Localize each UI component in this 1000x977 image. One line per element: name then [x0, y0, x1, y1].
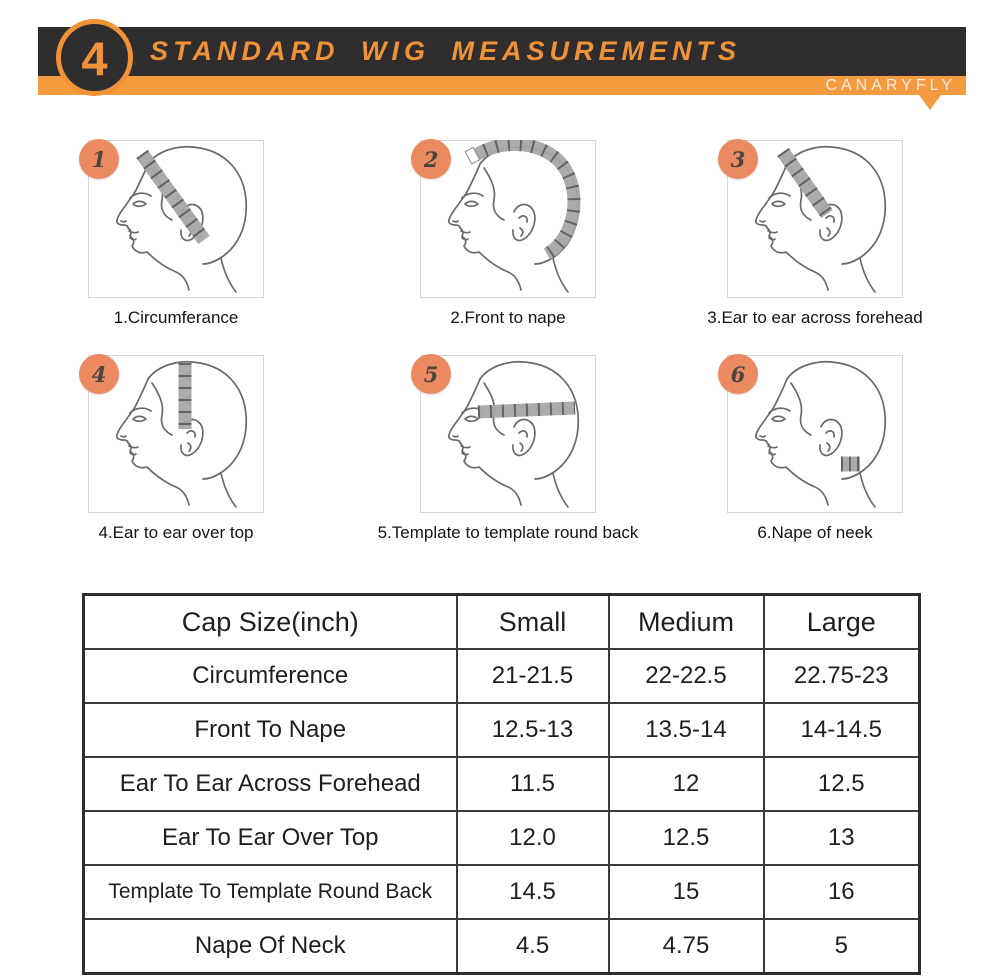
head-diagram-front-to-nape — [447, 140, 581, 293]
figure-caption: 6.Nape of neek — [757, 523, 873, 542]
row-label: Nape Of Neck — [82, 918, 458, 975]
figure-number: 4 — [91, 361, 107, 387]
col-header-small: Small — [455, 593, 610, 650]
cell-value: 5 — [762, 918, 921, 975]
table-row: Nape Of Neck 4.5 4.75 5 — [82, 918, 921, 975]
row-label: Ear To Ear Across Forehead — [82, 756, 458, 812]
cell-value: 22-22.5 — [607, 648, 765, 704]
cell-value: 14-14.5 — [762, 702, 921, 758]
cell-value: 12.0 — [455, 810, 610, 866]
cell-value: 21-21.5 — [455, 648, 610, 704]
size-table: Cap Size(inch) Small Medium Large Circum… — [82, 593, 921, 975]
table-row: Template To Template Round Back 14.5 15 … — [82, 864, 921, 920]
cell-value: 12.5 — [607, 810, 765, 866]
cell-value: 16 — [762, 864, 921, 920]
header-bar — [38, 27, 966, 76]
brand-label: CANARYFLY — [825, 77, 956, 94]
figure-number-badge: 6 — [718, 354, 758, 394]
cell-value: 4.5 — [455, 918, 610, 975]
head-diagram-circumference — [115, 145, 248, 293]
cell-value: 12.5 — [762, 756, 921, 812]
cell-value: 11.5 — [455, 756, 610, 812]
figure-caption: 2.Front to nape — [450, 308, 566, 327]
head-diagram-nape — [754, 360, 887, 508]
row-label: Ear To Ear Over Top — [82, 810, 458, 866]
row-label: Front To Nape — [82, 702, 458, 758]
figure-template-round-back: 5 5.Template to template round back — [378, 354, 638, 542]
figure-ear-to-ear-over-top: 4 4.Ear to ear over top — [79, 354, 264, 542]
figure-number: 5 — [423, 361, 439, 387]
step-number: 4 — [81, 32, 108, 85]
step-number-badge: 4 — [56, 19, 133, 96]
col-header-medium: Medium — [607, 593, 765, 650]
figure-number: 6 — [730, 361, 746, 387]
figure-nape-of-neck: 6 6.Nape of neek — [718, 354, 903, 542]
figure-caption: 5.Template to template round back — [377, 523, 639, 542]
figure-number: 2 — [423, 146, 439, 172]
cell-value: 12 — [607, 756, 765, 812]
table-row: Circumference 21-21.5 22-22.5 22.75-23 — [82, 648, 921, 704]
cell-value: 15 — [607, 864, 765, 920]
figure-circumference: 1 1.Circumferance — [79, 139, 264, 327]
table-row: Ear To Ear Over Top 12.0 12.5 13 — [82, 810, 921, 866]
figure-caption: 4.Ear to ear over top — [98, 523, 254, 542]
table-row: Front To Nape 12.5-13 13.5-14 14-14.5 — [82, 702, 921, 758]
figure-caption: 1.Circumferance — [113, 308, 239, 327]
header-orange-strip — [38, 76, 966, 95]
cell-value: 22.75-23 — [762, 648, 921, 704]
brand-pointer-icon — [919, 95, 941, 110]
figure-ear-to-ear-across-forehead: 3 3.Ear to ear across forehead — [707, 139, 923, 327]
cell-value: 13 — [762, 810, 921, 866]
cell-value: 4.75 — [607, 918, 765, 975]
head-diagram-template-round-back — [447, 360, 580, 508]
head-diagram-ear-to-ear-top — [115, 360, 248, 508]
table-header-row: Cap Size(inch) Small Medium Large — [82, 593, 921, 650]
col-header-cap-size: Cap Size(inch) — [82, 593, 458, 650]
figure-number-badge: 5 — [411, 354, 451, 394]
row-label: Template To Template Round Back — [82, 864, 458, 920]
head-diagram-ear-to-ear-forehead — [754, 145, 887, 293]
cell-value: 13.5-14 — [607, 702, 765, 758]
figure-number-badge: 2 — [411, 139, 451, 179]
figure-number-badge: 3 — [718, 139, 758, 179]
figure-number: 1 — [91, 146, 107, 172]
figure-number: 3 — [730, 146, 746, 172]
figure-number-badge: 4 — [79, 354, 119, 394]
table-row: Ear To Ear Across Forehead 11.5 12 12.5 — [82, 756, 921, 812]
figure-number-badge: 1 — [79, 139, 119, 179]
cell-value: 12.5-13 — [455, 702, 610, 758]
figure-caption: 3.Ear to ear across forehead — [707, 308, 923, 327]
row-label: Circumference — [82, 648, 458, 704]
figure-front-to-nape: 2 2.Front to nape — [411, 139, 596, 327]
col-header-large: Large — [762, 593, 921, 650]
page-title: STANDARD WIG MEASUREMENTS — [150, 36, 741, 66]
cell-value: 14.5 — [455, 864, 610, 920]
